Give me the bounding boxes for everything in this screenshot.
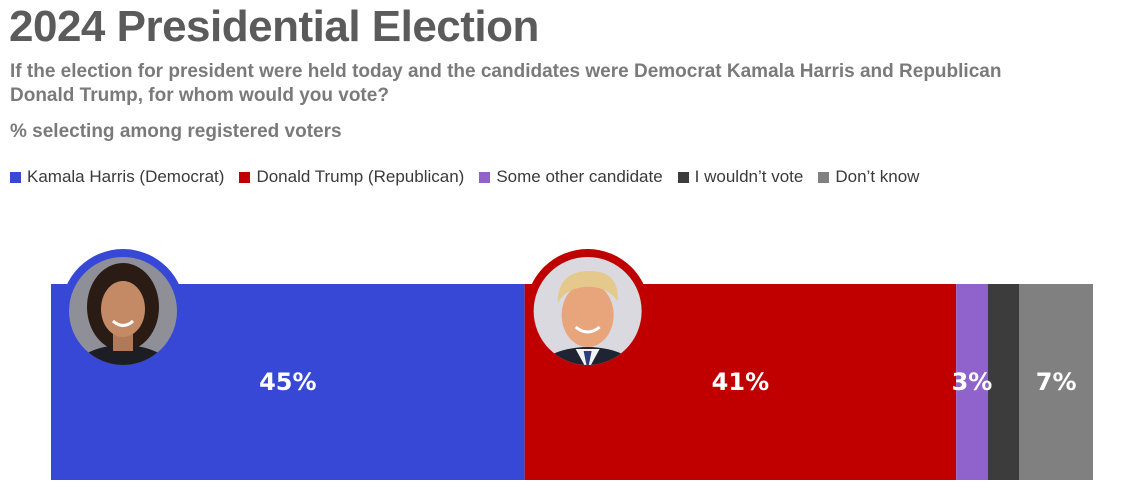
legend-label: Don’t know [835,167,920,186]
legend-swatch [818,171,830,183]
bar-segment [956,284,988,480]
bar-data-label: 45% [259,368,316,396]
trump-portrait-icon [525,249,650,373]
harris-portrait-icon [61,249,185,373]
legend-label: I wouldn’t vote [694,167,804,186]
chart-title: 2024 Presidential Election [9,2,539,51]
legend-label: Some other candidate [496,167,663,186]
legend-swatch [239,171,251,183]
legend-swatch [677,171,689,183]
bar-data-label: 7% [1036,368,1077,396]
legend-item-harris: Kamala Harris (Democrat) [10,167,224,187]
legend-label: Donald Trump (Republican) [256,167,465,186]
legend-item-dont-know: Don’t know [818,167,919,187]
chart-note: % selecting among registered voters [10,121,342,142]
legend-swatch [479,171,491,183]
labels-layer: 45% 41% 3% 7% [259,368,1076,396]
legend-item-other: Some other candidate [479,167,663,187]
bar-data-label: 3% [952,368,993,396]
chart-subtitle: If the election for president were held … [10,61,1002,106]
legend-item-trump: Donald Trump (Republican) [239,167,464,187]
legend-label: Kamala Harris (Democrat) [27,167,225,186]
bar-segment [987,284,1020,480]
bar-data-label: 41% [712,368,769,396]
legend-item-wouldnt-vote: I wouldn’t vote [677,167,804,187]
bar-segment [1019,284,1093,480]
portraits-layer [61,249,650,373]
legend-swatch [10,171,21,183]
chart-legend: Kamala Harris (Democrat) Donald Trump (R… [10,166,934,188]
